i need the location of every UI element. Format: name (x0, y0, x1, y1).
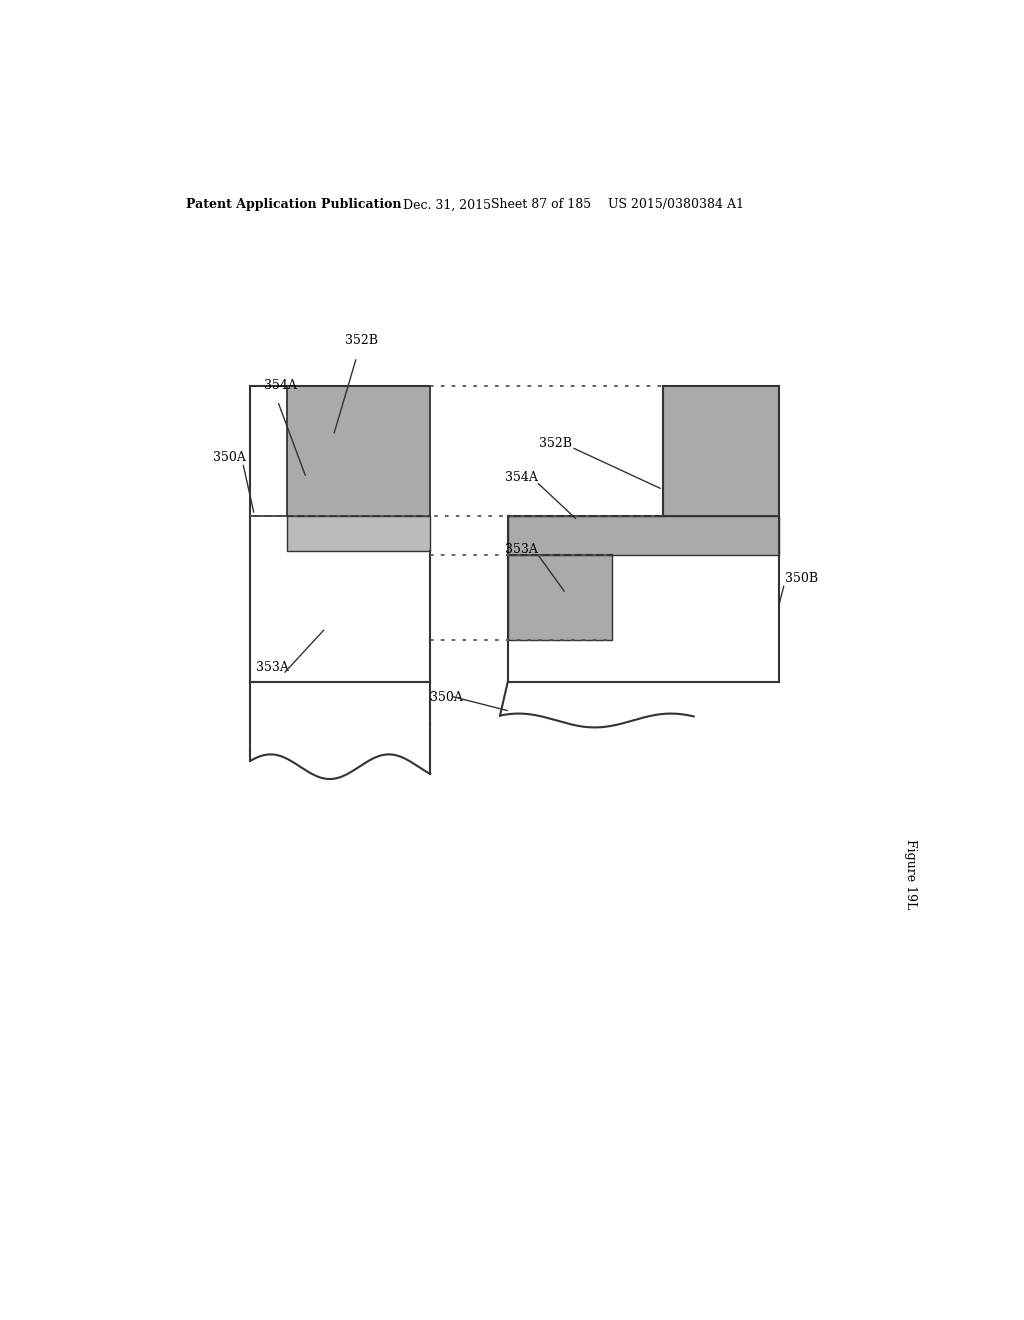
Bar (287, 385, 430, 516)
Text: 352B: 352B (345, 334, 378, 347)
Text: 354A: 354A (263, 379, 297, 392)
Text: Figure 19L: Figure 19L (904, 840, 918, 909)
Bar (287, 516, 430, 552)
Text: US 2015/0380384 A1: US 2015/0380384 A1 (608, 198, 744, 211)
Bar (508, 554, 612, 640)
Text: Patent Application Publication: Patent Application Publication (186, 198, 401, 211)
Text: 350A: 350A (213, 450, 246, 463)
Text: 353A: 353A (256, 661, 289, 675)
Text: 350B: 350B (785, 572, 818, 585)
Text: 353A: 353A (506, 543, 539, 556)
Text: 350A: 350A (430, 692, 463, 705)
Bar (508, 385, 779, 682)
Text: 352B: 352B (539, 437, 571, 450)
Text: 354A: 354A (506, 471, 539, 484)
Bar (251, 516, 430, 682)
Text: Dec. 31, 2015: Dec. 31, 2015 (403, 198, 492, 211)
Text: Sheet 87 of 185: Sheet 87 of 185 (490, 198, 591, 211)
Bar (508, 516, 779, 554)
Bar (663, 385, 779, 516)
